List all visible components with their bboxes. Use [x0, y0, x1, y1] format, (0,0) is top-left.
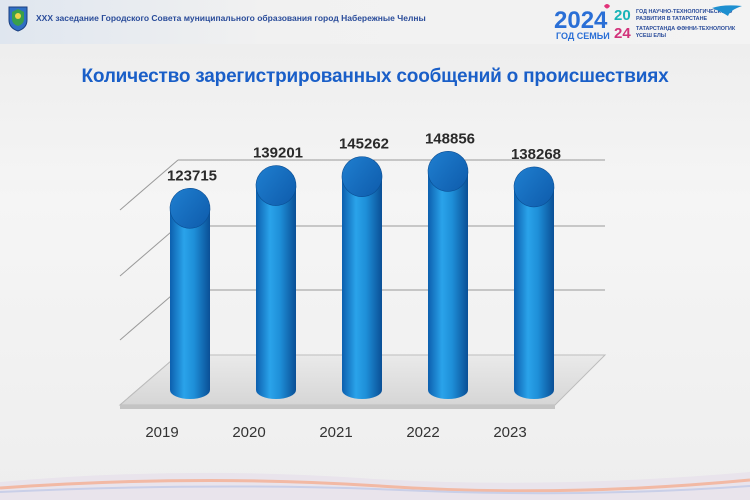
bar-top — [169, 187, 211, 229]
data-label: 123715 — [167, 167, 217, 184]
data-label: 148856 — [425, 130, 475, 147]
bar — [428, 171, 468, 399]
gridline-side — [119, 289, 179, 341]
brand-small-year-bottom: 24 — [614, 25, 631, 42]
data-label: 138268 — [511, 146, 561, 163]
gridline-side — [119, 159, 179, 211]
bar — [256, 185, 296, 399]
x-tick-label: 2019 — [145, 424, 178, 441]
x-tick-label: 2020 — [232, 424, 265, 441]
bar — [342, 176, 382, 399]
x-tick-label: 2023 — [493, 424, 526, 441]
chart-floor-edge — [120, 405, 555, 409]
bar-top — [255, 165, 297, 206]
bar-top — [513, 166, 555, 208]
decorative-wave — [0, 472, 750, 500]
heart-icon — [604, 4, 610, 9]
header-title: XXX заседание Городского Совета муниципа… — [36, 13, 426, 23]
brand-year: 2024 — [554, 7, 608, 34]
bar-top — [341, 156, 383, 197]
x-tick-label: 2022 — [406, 424, 439, 441]
x-tick-label: 2021 — [319, 424, 352, 441]
bar — [170, 208, 210, 399]
year-of-family-logo: 2024 ГОД СЕМЬИ 20 24 ГОД НАУЧНО-ТЕХНОЛОГ… — [554, 4, 742, 42]
bird-icon — [712, 5, 742, 16]
data-label: 145262 — [339, 136, 389, 153]
brand-line-4: ҮСЕШ ЕЛЫ — [636, 33, 666, 39]
city-emblem-icon — [8, 6, 28, 32]
gridline-side — [119, 225, 179, 277]
brand-line-2: РАЗВИТИЯ В ТАТАРСТАНЕ — [636, 16, 707, 22]
bar-top — [427, 151, 469, 192]
brand-line-3: ТАТАРСТАНДА ФӘННИ-ТЕХНОЛОГИК — [636, 26, 736, 32]
bar — [514, 186, 554, 399]
brand-line-1: ГОД НАУЧНО-ТЕХНОЛОГИЧЕСКОГО — [636, 9, 732, 15]
brand-small-year-top: 20 — [614, 7, 631, 24]
brand-year-caption: ГОД СЕМЬИ — [556, 31, 610, 41]
chart-title: Количество зарегистрированных сообщений … — [81, 66, 669, 87]
slide-header: XXX заседание Городского Совета муниципа… — [0, 0, 750, 44]
data-label: 139201 — [253, 145, 303, 162]
